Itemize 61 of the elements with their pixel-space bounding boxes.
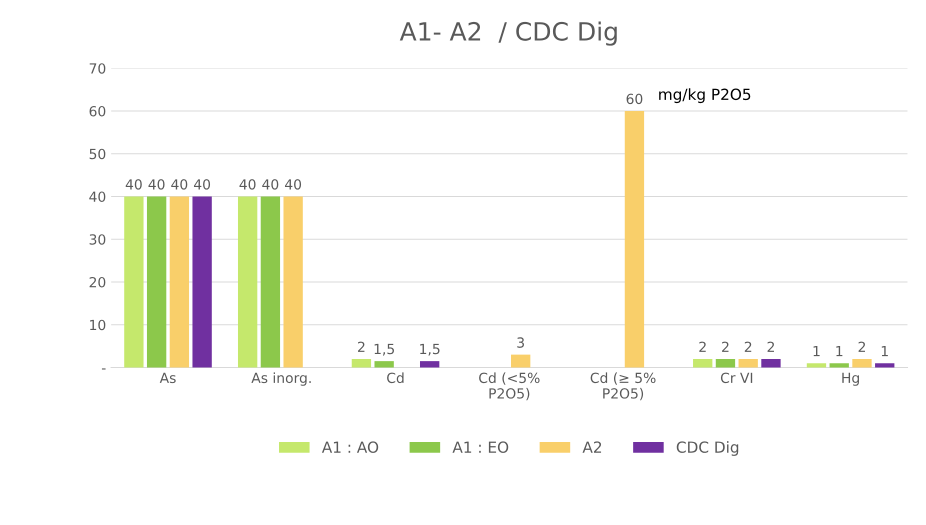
data-label: 1,5 xyxy=(420,344,440,356)
bar xyxy=(830,363,849,368)
x-tick-label: As inorg. xyxy=(251,372,311,386)
data-label: 2 xyxy=(858,342,865,352)
x-tick-label: Cd (≥ 5% P2O5) xyxy=(590,372,656,400)
data-label: 40 xyxy=(262,179,278,190)
bar xyxy=(624,111,644,368)
bar xyxy=(852,358,872,368)
y-tick-label: 10 xyxy=(90,320,106,330)
data-label: 2 xyxy=(699,342,706,352)
bar xyxy=(511,354,530,368)
legend-label: A1 : EO xyxy=(452,441,508,453)
data-label: 40 xyxy=(148,179,165,190)
data-label: 2 xyxy=(744,342,752,352)
legend-label: CDC Dig xyxy=(676,441,738,456)
y-tick-label: 50 xyxy=(90,148,106,160)
data-label: 1 xyxy=(814,346,820,356)
bar xyxy=(761,358,781,368)
bar xyxy=(806,363,826,368)
annotation: mg/kg P2O5 xyxy=(659,88,750,104)
bar xyxy=(146,196,166,368)
bar xyxy=(352,358,372,368)
y-tick-label: 40 xyxy=(89,191,106,202)
data-label: 2 xyxy=(768,342,774,352)
bar xyxy=(124,196,144,368)
data-label: 40 xyxy=(126,179,142,190)
x-tick-label: Hg xyxy=(842,372,859,386)
bar xyxy=(420,361,440,368)
data-label: 60 xyxy=(626,94,642,104)
x-tick-label: Cr VI xyxy=(720,372,752,384)
data-label: 3 xyxy=(517,337,524,348)
y-tick-label: - xyxy=(102,368,106,370)
bar xyxy=(875,363,894,368)
x-tick-label: Cd (<5% P2O5) xyxy=(479,372,540,400)
data-label: 2 xyxy=(358,342,364,352)
data-label: 2 xyxy=(722,342,728,352)
x-tick-label: As xyxy=(160,372,176,384)
data-label: 1 xyxy=(836,346,842,356)
y-tick-label: 60 xyxy=(90,106,106,116)
data-label: 40 xyxy=(239,179,256,190)
bar xyxy=(283,196,303,368)
x-tick-label: Cd xyxy=(387,372,404,384)
y-tick-label: 30 xyxy=(90,234,106,245)
y-tick-label: 20 xyxy=(90,276,106,288)
bar xyxy=(374,361,394,368)
data-label: 1 xyxy=(882,346,888,356)
bar xyxy=(693,358,712,368)
data-label: 40 xyxy=(284,179,302,190)
data-label: 40 xyxy=(194,179,210,190)
legend-label: A1 : AO xyxy=(322,441,378,453)
bar xyxy=(238,196,258,368)
bar xyxy=(738,358,758,368)
data-label: 40 xyxy=(171,179,188,190)
bar xyxy=(192,196,212,368)
bar xyxy=(260,196,280,368)
bar xyxy=(716,358,736,368)
bar xyxy=(170,196,190,368)
y-tick-label: 70 xyxy=(90,63,106,74)
chart-title: A1- A2 / CDC Dig xyxy=(400,21,617,46)
legend-label: A2 xyxy=(582,441,602,453)
data-label: 1,5 xyxy=(374,344,394,356)
